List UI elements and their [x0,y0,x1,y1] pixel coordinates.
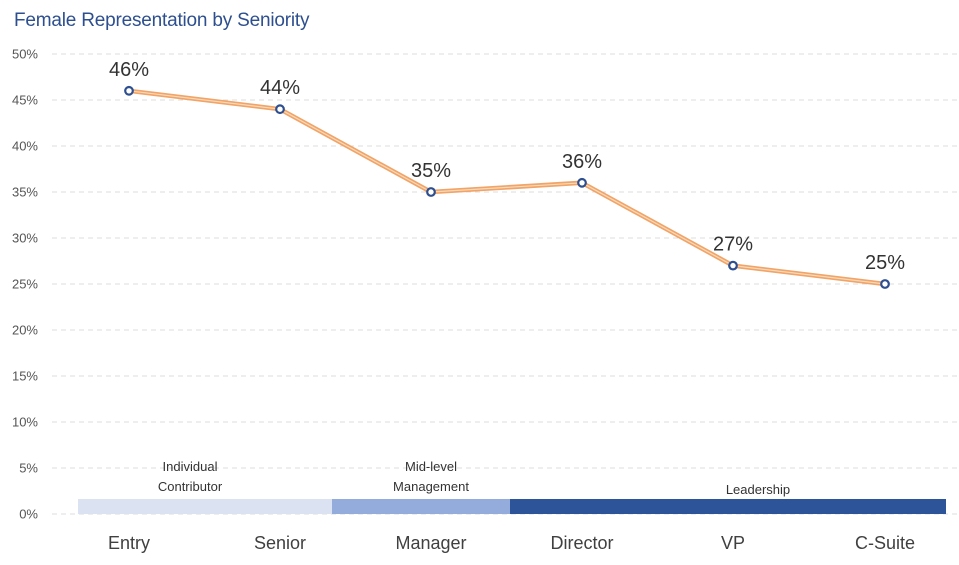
data-label: 44% [260,77,300,99]
band-bar [510,499,946,514]
data-label: 35% [411,160,451,182]
y-tick-label: 25% [12,277,38,292]
y-axis-tick-labels: 0% 5% 10% 15% 20% 25% 30% 35% 40% 45% 50% [12,47,38,522]
data-label: 27% [713,234,753,256]
x-tick-label: Entry [108,533,150,553]
y-tick-label: 50% [12,47,38,62]
y-tick-label: 45% [12,93,38,108]
band-bar [332,499,510,514]
y-tick-label: 0% [19,507,38,522]
x-axis-tick-labels: Entry Senior Manager Director VP C-Suite [108,533,915,553]
data-labels: 46% 44% 35% 36% 27% 25% [109,59,905,274]
x-tick-label: Director [550,533,613,553]
x-tick-label: Manager [395,533,466,553]
series-line [126,88,888,287]
y-tick-label: 10% [12,415,38,430]
band-label: Individual [163,459,218,474]
data-label: 46% [109,59,149,81]
chart-title: Female Representation by Seniority [14,10,310,31]
series-line-highlight [128,90,886,285]
x-tick-label: VP [721,533,745,553]
y-tick-label: 40% [12,139,38,154]
data-point [275,104,285,115]
data-point [728,260,738,271]
data-point [426,187,436,197]
x-tick-label: Senior [254,533,306,553]
band-label: Contributor [158,479,223,494]
band-label: Leadership [726,482,790,497]
band-label: Mid-level [405,459,457,474]
y-tick-label: 15% [12,369,38,384]
y-tick-label: 20% [12,323,38,338]
band-label: Management [393,479,469,494]
data-point [880,279,890,289]
y-tick-label: 5% [19,461,38,476]
series-markers [124,85,890,289]
data-point [124,85,134,96]
gridlines [52,53,958,515]
data-label: 36% [562,151,602,173]
data-point [577,177,587,188]
band-bar [78,499,332,514]
data-label: 25% [865,252,905,274]
y-tick-label: 35% [12,185,38,200]
x-tick-label: C-Suite [855,533,915,553]
y-tick-label: 30% [12,231,38,246]
seniority-bands: Individual Contributor Mid-level Management… [78,459,946,514]
